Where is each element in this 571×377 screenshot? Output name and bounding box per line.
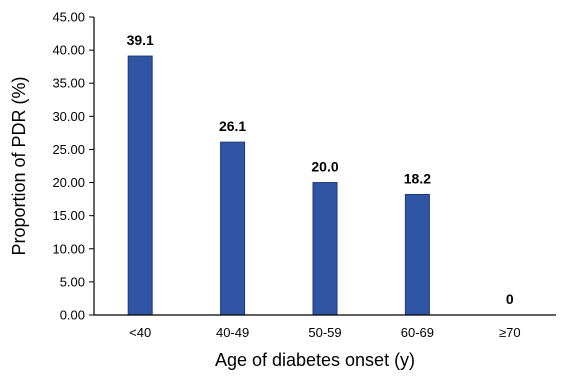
- y-axis-ticks: 0.00 5.00 10.00 15.00 20.00 25.00 30.00 35.00 40…: [52, 10, 94, 323]
- data-label-2: 20.0: [311, 159, 338, 175]
- y-tick-label: 0.00: [60, 308, 85, 323]
- x-axis-ticks: <40 40-49 50-59 60-69 ≥70: [129, 325, 520, 340]
- x-axis-title: Age of diabetes onset (y): [215, 350, 415, 370]
- y-tick-label: 35.00: [52, 76, 85, 91]
- data-label-4: 0: [506, 291, 514, 307]
- x-tick-label: 60-69: [401, 325, 434, 340]
- data-label-1: 26.1: [219, 118, 246, 134]
- x-tick-label: ≥70: [499, 325, 521, 340]
- y-tick-label: 45.00: [52, 10, 85, 25]
- bar-3: [404, 193, 430, 316]
- y-tick-label: 15.00: [52, 208, 85, 223]
- y-tick-label: 25.00: [52, 142, 85, 157]
- y-tick-label: 10.00: [52, 241, 85, 256]
- x-tick-label: 50-59: [308, 325, 341, 340]
- data-labels: 39.1 26.1 20.0 18.2 0: [127, 32, 514, 307]
- bar-1: [220, 141, 246, 316]
- bar-2: [312, 182, 338, 316]
- bar-0: [127, 55, 153, 316]
- data-label-0: 39.1: [127, 32, 154, 48]
- y-tick-label: 20.00: [52, 175, 85, 190]
- data-label-3: 18.2: [404, 170, 431, 186]
- y-axis-title: Proportion of PDR (%): [9, 76, 29, 255]
- x-tick-label: <40: [129, 325, 151, 340]
- y-tick-label: 30.00: [52, 109, 85, 124]
- y-tick-label: 5.00: [60, 274, 85, 289]
- x-tick-label: 40-49: [216, 325, 249, 340]
- y-tick-label: 40.00: [52, 43, 85, 58]
- bars: [127, 55, 430, 316]
